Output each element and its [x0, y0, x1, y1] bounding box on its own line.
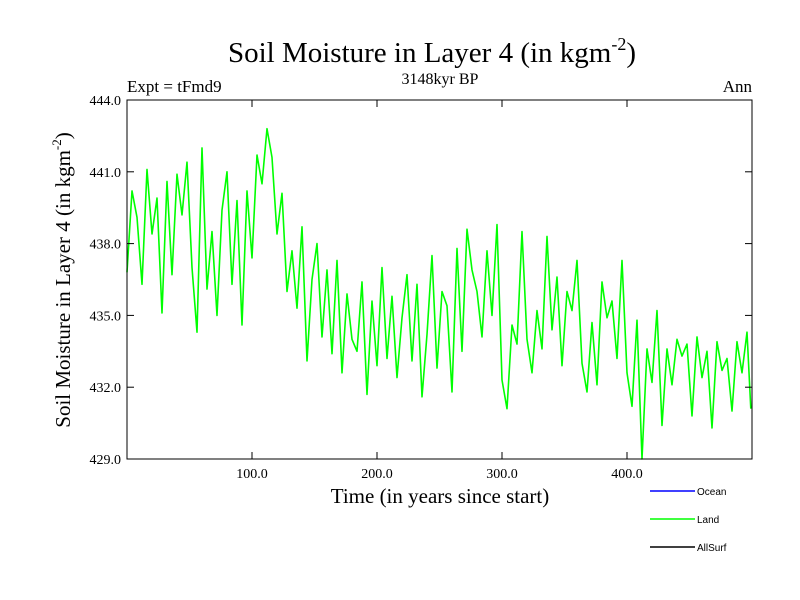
- period-label: Ann: [723, 77, 753, 96]
- legend-label-ocean: Ocean: [697, 487, 726, 498]
- x-tick-label: 200.0: [361, 467, 393, 482]
- y-tick-label: 432.0: [90, 381, 122, 396]
- x-tick-label: 400.0: [611, 467, 643, 482]
- x-axis-label: Time (in years since start): [331, 484, 550, 508]
- chart-title: Soil Moisture in Layer 4 (in kgm-2): [228, 34, 636, 69]
- y-axis-label: Soil Moisture in Layer 4 (in kgm-2): [49, 132, 75, 427]
- x-tick-label: 100.0: [236, 467, 268, 482]
- legend-label-land: Land: [697, 515, 719, 526]
- experiment-label: Expt = tFmd9: [127, 77, 222, 96]
- y-tick-label: 435.0: [90, 309, 122, 324]
- y-tick-label: 444.0: [90, 94, 122, 109]
- series-line-land: [126, 127, 752, 460]
- y-tick-label: 438.0: [90, 238, 122, 253]
- x-tick-label: 300.0: [486, 467, 518, 482]
- plot-frame: [126, 99, 753, 460]
- chart-subtitle: 3148kyr BP: [402, 71, 479, 88]
- legend-label-allsurf: AllSurf: [697, 543, 727, 554]
- y-tick-label: 441.0: [90, 166, 122, 181]
- y-tick-label: 429.0: [90, 453, 122, 468]
